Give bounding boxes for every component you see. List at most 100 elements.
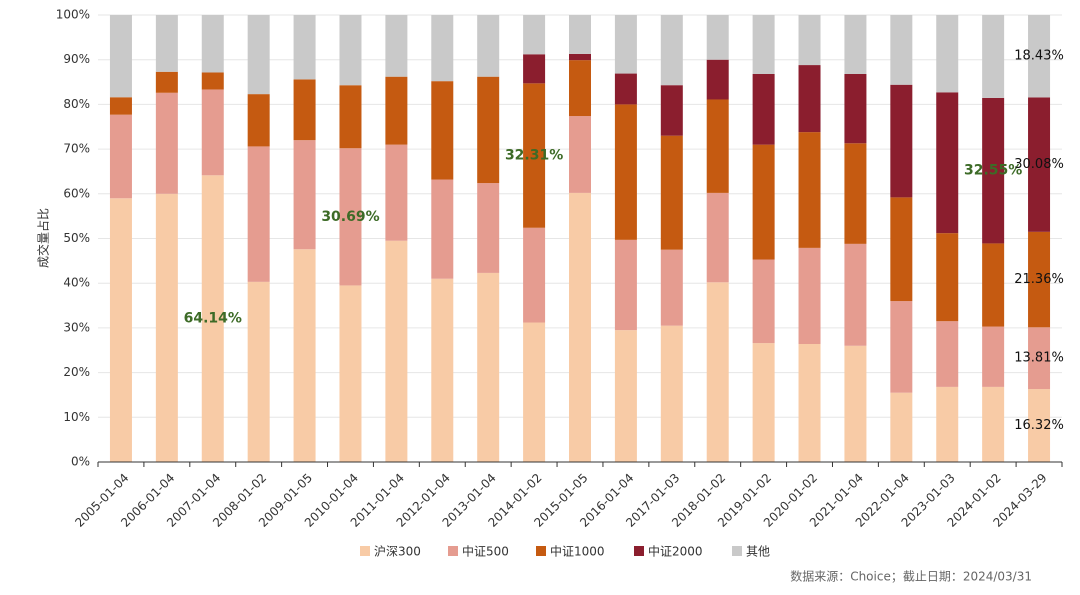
bar-segment [798, 65, 821, 133]
bar-segment [339, 85, 362, 149]
bar-segment [706, 59, 729, 100]
bar-segment [201, 72, 224, 90]
y-tick-label: 70% [63, 142, 90, 156]
bar-segment [936, 233, 959, 322]
bar-segment [569, 60, 591, 117]
bar-segment [614, 330, 637, 462]
data-label: 32.31% [505, 148, 563, 164]
bar-segment [247, 15, 270, 95]
data-label: 30.08% [1014, 157, 1064, 172]
bar-segment [293, 140, 316, 250]
y-tick-label: 0% [71, 455, 90, 469]
y-tick-label: 40% [63, 276, 90, 290]
legend-swatch [448, 546, 458, 556]
bar-segment [523, 15, 546, 55]
bar-segment [1028, 231, 1051, 328]
bar-segment [890, 301, 913, 393]
bar-segment [155, 71, 178, 93]
bar-segment [1028, 15, 1051, 98]
bar-segment [569, 15, 591, 54]
bar-segment [569, 53, 591, 61]
bar-segment [706, 15, 729, 60]
legend-label: 沪深300 [374, 545, 421, 559]
bar-segment [660, 15, 683, 86]
bar-segment [752, 15, 775, 75]
bar-segment [385, 240, 408, 462]
bar-segment [614, 104, 637, 240]
bar-segment [155, 15, 178, 72]
bar-segment [1028, 327, 1051, 390]
bar-segment [614, 73, 637, 105]
bar-segment [109, 114, 132, 199]
bar-segment [339, 285, 362, 462]
bar-segment [706, 192, 729, 283]
bar-segment [890, 84, 913, 198]
bar-segment [844, 15, 867, 75]
bar-segment [844, 345, 867, 462]
bar-segment [982, 15, 1005, 98]
legend-label: 中证500 [462, 544, 509, 559]
legend-swatch [536, 546, 546, 556]
bar-segment [477, 15, 500, 77]
bar-segment [431, 278, 454, 462]
bar-segment [523, 54, 546, 84]
bar-segment [752, 144, 775, 260]
data-label: 16.32% [1014, 418, 1064, 433]
bar-segment [936, 92, 959, 234]
y-tick-label: 80% [63, 97, 90, 111]
bar-segment [385, 144, 408, 241]
y-tick-label: 10% [63, 410, 90, 424]
bar-segment [201, 175, 224, 463]
y-axis-title: 成交量占比 [36, 208, 51, 268]
bar-segment [155, 92, 178, 194]
bar-segment [293, 249, 316, 462]
bar-segment [109, 198, 132, 462]
bar-segment [982, 386, 1005, 462]
bar-segment [431, 15, 454, 82]
bar-segment [936, 386, 959, 462]
bar-segment [982, 326, 1005, 387]
bar-segment [523, 83, 546, 228]
bar-segment [890, 197, 913, 302]
bar-segment [523, 322, 546, 462]
bar-segment [660, 249, 683, 326]
bar-segment [936, 15, 959, 93]
bar-segment [339, 148, 362, 286]
bar-segment [109, 15, 132, 98]
bar-segment [109, 97, 132, 115]
bar-segment [155, 193, 178, 463]
bar-segment [614, 239, 637, 331]
bar-segment [1028, 389, 1051, 462]
bar-segment [1028, 97, 1051, 232]
bar-segment [339, 15, 362, 86]
bar-segment [706, 282, 729, 462]
y-tick-label: 50% [63, 231, 90, 245]
legend-swatch [732, 546, 742, 556]
bar-segment [844, 243, 867, 346]
bar-segment [385, 76, 408, 145]
bar-segment [247, 281, 270, 462]
data-label: 21.36% [1014, 272, 1064, 287]
bar-segment [752, 74, 775, 145]
bar-segment [660, 85, 683, 136]
bar-segment [477, 183, 500, 273]
bar-segment [431, 179, 454, 279]
bar-segment [660, 325, 683, 462]
bar-segment [201, 89, 224, 176]
bar-segment [247, 146, 270, 282]
data-label: 32.55% [964, 163, 1022, 179]
bar-segment [247, 94, 270, 147]
bar-segment [752, 259, 775, 344]
bar-segment [431, 81, 454, 180]
bar-segment [798, 343, 821, 462]
bar-segment [798, 132, 821, 248]
bar-segment [706, 99, 729, 193]
legend-label: 其他 [746, 545, 770, 559]
bar-segment [936, 321, 959, 387]
bar-segment [798, 15, 821, 66]
bar-segment [798, 247, 821, 344]
bar-segment [890, 15, 913, 85]
bar-segment [477, 76, 500, 184]
legend-label: 中证2000 [648, 544, 703, 559]
